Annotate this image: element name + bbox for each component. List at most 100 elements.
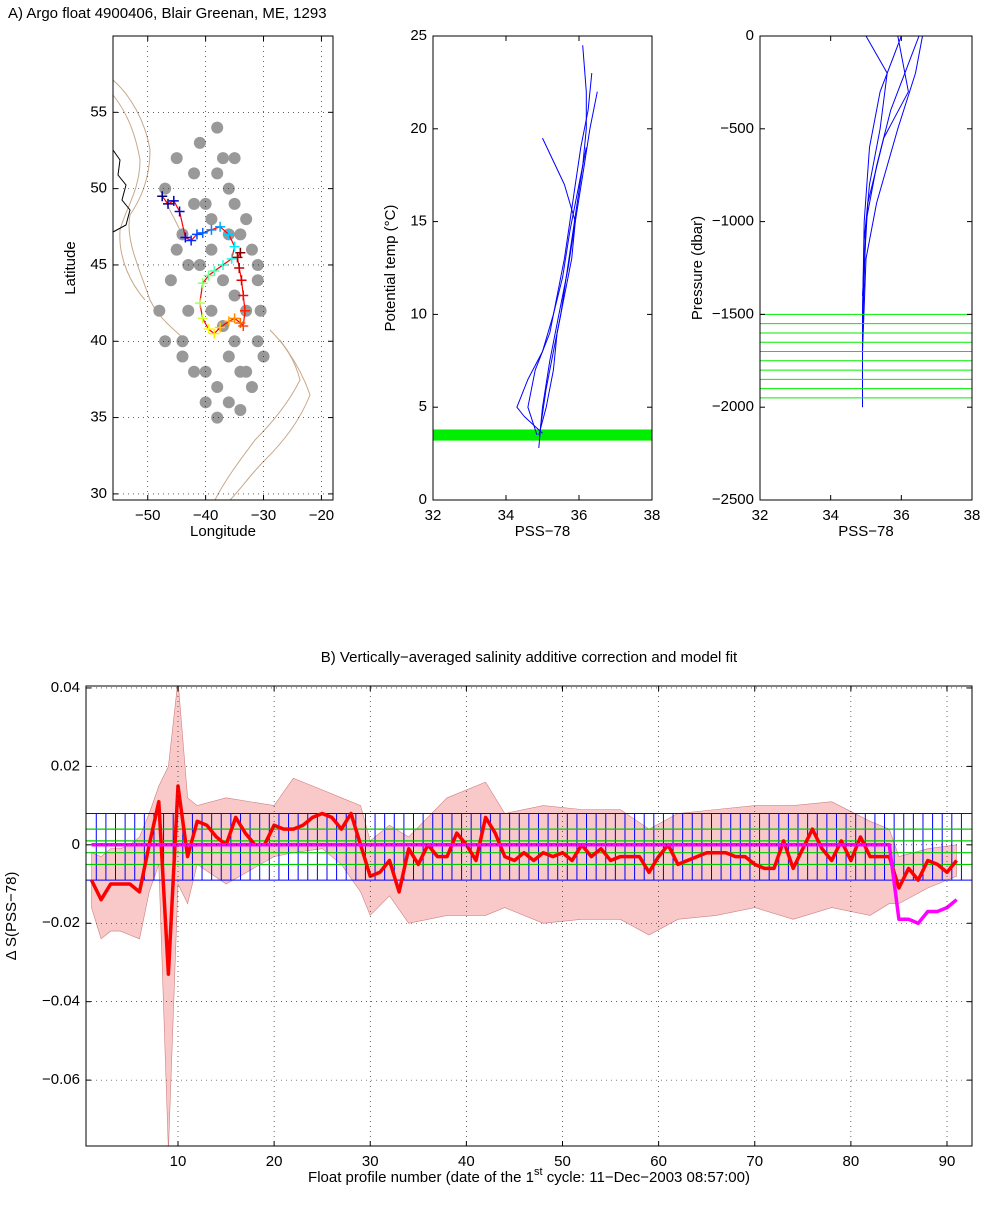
profile-line xyxy=(538,137,576,436)
profile-point xyxy=(159,182,172,195)
reference-band xyxy=(433,429,652,441)
track-marker xyxy=(197,313,208,324)
profile-point xyxy=(228,335,241,348)
track-marker xyxy=(203,270,214,281)
track-marker xyxy=(197,227,208,238)
profile-point xyxy=(153,304,166,317)
x-tick-label: 60 xyxy=(650,1153,667,1170)
track-marker xyxy=(234,263,245,273)
profile-point xyxy=(228,289,241,302)
profile-point xyxy=(245,381,258,394)
profile-point xyxy=(193,136,206,149)
profile-point xyxy=(188,365,201,378)
profile-point xyxy=(205,243,218,256)
profile-point xyxy=(240,213,253,226)
profile-point xyxy=(188,167,201,180)
axes-frame xyxy=(759,35,973,501)
profile-line xyxy=(527,73,593,436)
track-marker xyxy=(215,322,226,333)
x-tick-label: 40 xyxy=(458,1153,475,1170)
error-band xyxy=(91,686,957,1146)
profile-line xyxy=(539,91,598,437)
y-tick-label: 10 xyxy=(410,305,427,322)
track-marker xyxy=(168,195,179,206)
profile-point xyxy=(159,335,172,348)
x-tick-label: 34 xyxy=(498,507,515,524)
profile-line xyxy=(862,36,888,315)
x-tick-label: 32 xyxy=(752,507,769,524)
track-marker xyxy=(174,206,185,217)
profile-point xyxy=(222,350,235,363)
profile-point xyxy=(199,396,212,409)
track-marker xyxy=(209,328,220,339)
x-axis-label-part: Float profile number (date of the 1 xyxy=(308,1169,534,1186)
x-tick-label: 30 xyxy=(362,1153,379,1170)
y-tick-label: 40 xyxy=(90,332,107,349)
y-tick-label: 25 xyxy=(410,27,427,44)
profile-line xyxy=(862,36,923,352)
y-tick-label: −0.06 xyxy=(42,1071,80,1088)
track-marker xyxy=(215,221,226,232)
x-tick-label: 50 xyxy=(554,1153,571,1170)
profile-point xyxy=(228,197,241,210)
y-tick-label: −2000 xyxy=(712,398,754,415)
profile-point xyxy=(188,197,201,210)
track-marker xyxy=(157,191,168,202)
chart-title: B) Vertically−averaged salinity additive… xyxy=(321,649,738,666)
profile-point xyxy=(251,335,264,348)
y-tick-label: 45 xyxy=(90,256,107,273)
profile-point xyxy=(254,304,267,317)
profile-point xyxy=(211,121,224,134)
profile-point xyxy=(234,403,247,416)
track-marker xyxy=(240,305,250,316)
x-tick-label: 36 xyxy=(571,507,588,524)
y-axis-label: Latitude xyxy=(62,241,79,294)
y-tick-label: 0 xyxy=(72,836,80,853)
profile-point xyxy=(164,274,177,287)
profile-point xyxy=(228,152,241,165)
profile-point xyxy=(193,258,206,271)
x-tick-label: −30 xyxy=(251,507,276,524)
track-marker xyxy=(186,235,197,246)
profile-line xyxy=(862,36,909,296)
profile-point xyxy=(234,228,247,241)
x-tick-label: 38 xyxy=(964,507,981,524)
profile-point xyxy=(251,258,264,271)
profile-point xyxy=(245,243,258,256)
x-tick-label: 70 xyxy=(746,1153,763,1170)
profile-point xyxy=(176,335,189,348)
axes-frame xyxy=(85,685,973,1147)
x-tick-label: 20 xyxy=(266,1153,283,1170)
profile-line xyxy=(538,45,587,449)
contour xyxy=(214,329,301,501)
track-marker xyxy=(163,198,173,209)
y-tick-label: 35 xyxy=(90,409,107,426)
x-tick-label: 80 xyxy=(843,1153,860,1170)
y-tick-label: 0.04 xyxy=(51,679,80,696)
y-tick-label: 50 xyxy=(90,180,107,197)
x-axis-label-part: st xyxy=(534,1166,543,1178)
track-marker xyxy=(203,324,214,335)
x-tick-label: −50 xyxy=(135,507,160,524)
profile-point xyxy=(170,152,183,165)
track-marker xyxy=(223,316,234,327)
profile-point xyxy=(182,304,195,317)
profile-point xyxy=(251,274,264,287)
track-marker xyxy=(235,247,246,258)
x-axis-label: PSS−78 xyxy=(515,523,570,540)
plot-area xyxy=(86,686,972,1146)
profile-point xyxy=(211,411,224,424)
y-tick-label: −1000 xyxy=(712,213,754,230)
track-marker xyxy=(180,232,191,243)
track-marker xyxy=(206,224,217,235)
y-tick-label: −0.04 xyxy=(42,993,80,1010)
profile-point xyxy=(205,213,218,226)
track-marker xyxy=(229,313,240,324)
track-marker xyxy=(191,229,202,240)
y-tick-label: 5 xyxy=(419,398,427,415)
y-axis-label: Pressure (dbar) xyxy=(689,216,706,320)
profile-point xyxy=(211,381,224,394)
x-tick-label: 90 xyxy=(939,1153,956,1170)
